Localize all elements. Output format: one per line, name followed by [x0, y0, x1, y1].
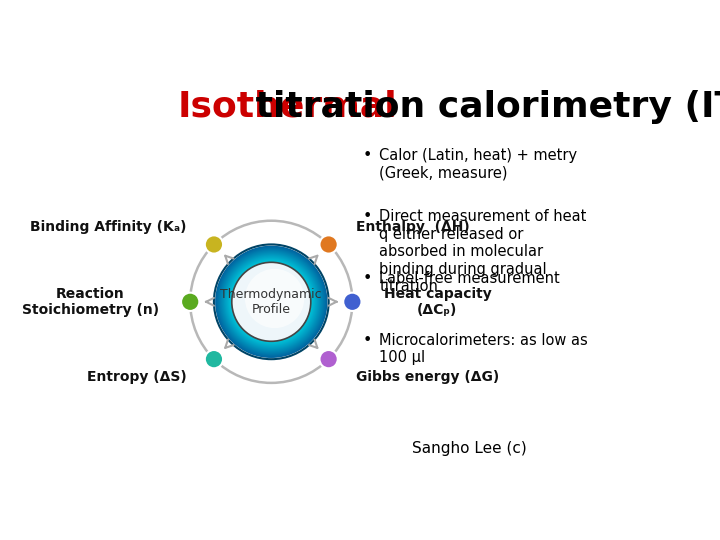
- Circle shape: [228, 258, 315, 346]
- Text: Heat capacity
(ΔCₚ): Heat capacity (ΔCₚ): [384, 287, 491, 317]
- Circle shape: [223, 254, 320, 350]
- Circle shape: [228, 258, 315, 345]
- Circle shape: [222, 253, 320, 350]
- Circle shape: [219, 249, 324, 354]
- Circle shape: [226, 256, 317, 347]
- Text: Calor (Latin, heat) + metry
(Greek, measure): Calor (Latin, heat) + metry (Greek, meas…: [379, 148, 577, 180]
- Circle shape: [217, 248, 325, 356]
- Text: Entropy (ΔS): Entropy (ΔS): [87, 369, 187, 383]
- Circle shape: [230, 261, 312, 342]
- Circle shape: [230, 261, 312, 343]
- Circle shape: [225, 256, 317, 348]
- Circle shape: [232, 262, 311, 341]
- Circle shape: [230, 260, 313, 343]
- Text: titration calorimetry (ITC): titration calorimetry (ITC): [243, 90, 720, 124]
- Text: •: •: [363, 210, 372, 225]
- Circle shape: [219, 249, 323, 354]
- Text: Microcalorimeters: as low as
100 µl: Microcalorimeters: as low as 100 µl: [379, 333, 588, 365]
- Circle shape: [218, 248, 325, 355]
- Circle shape: [343, 293, 361, 311]
- Circle shape: [222, 252, 321, 352]
- Circle shape: [227, 257, 316, 347]
- Circle shape: [216, 247, 326, 357]
- Circle shape: [320, 350, 338, 368]
- Circle shape: [225, 255, 318, 348]
- Circle shape: [320, 235, 338, 254]
- Text: Reaction
Stoichiometry (n): Reaction Stoichiometry (n): [22, 287, 159, 317]
- Circle shape: [232, 262, 311, 341]
- Circle shape: [204, 350, 223, 368]
- Text: •: •: [363, 148, 372, 163]
- Circle shape: [228, 259, 314, 345]
- Circle shape: [181, 293, 199, 311]
- Text: •: •: [363, 271, 372, 286]
- Circle shape: [245, 269, 305, 328]
- Text: Direct measurement of heat
q either released or
absorbed in molecular
binding du: Direct measurement of heat q either rele…: [379, 210, 587, 294]
- Circle shape: [222, 253, 320, 351]
- Text: Binding Affinity (Kₐ): Binding Affinity (Kₐ): [30, 220, 187, 234]
- Text: Thermodynamic
Profile: Thermodynamic Profile: [220, 288, 322, 316]
- Text: Isothermal: Isothermal: [178, 90, 397, 124]
- Circle shape: [216, 246, 327, 357]
- Circle shape: [229, 259, 314, 344]
- Text: Enthalpy  (ΔH): Enthalpy (ΔH): [356, 220, 469, 234]
- Text: Label-free measurement: Label-free measurement: [379, 271, 560, 286]
- Circle shape: [221, 252, 322, 352]
- Circle shape: [220, 251, 323, 353]
- Circle shape: [231, 262, 311, 342]
- Text: Sangho Lee (c): Sangho Lee (c): [413, 441, 527, 456]
- Text: •: •: [363, 333, 372, 348]
- Text: Gibbs energy (ΔG): Gibbs energy (ΔG): [356, 369, 499, 383]
- Circle shape: [220, 250, 323, 353]
- Circle shape: [224, 254, 319, 349]
- Circle shape: [225, 255, 318, 349]
- Circle shape: [215, 246, 328, 358]
- Circle shape: [217, 247, 325, 356]
- Circle shape: [204, 235, 223, 254]
